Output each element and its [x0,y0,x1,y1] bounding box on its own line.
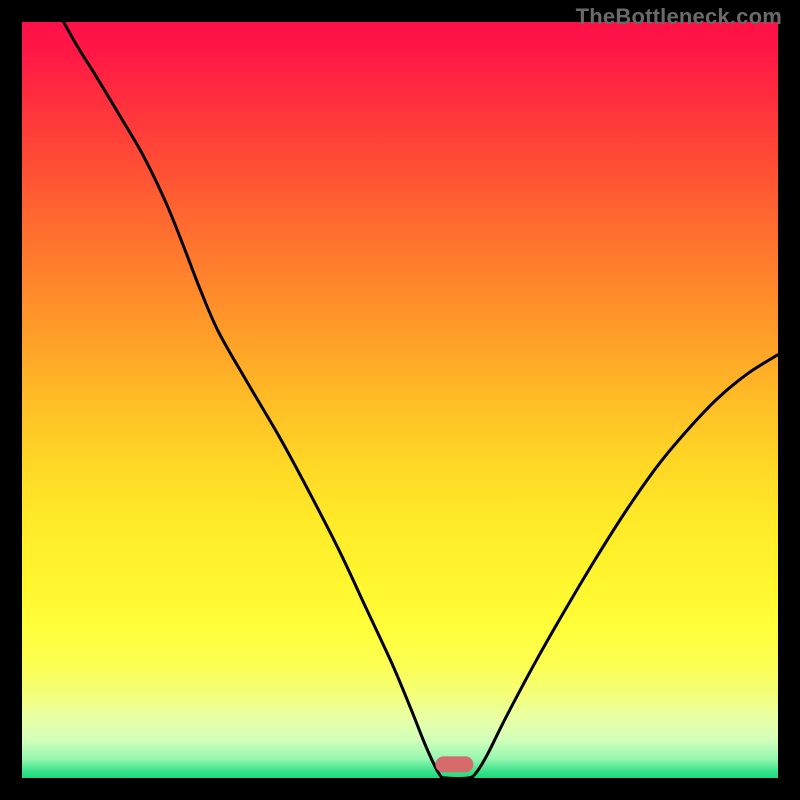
bottleneck-curve-chart [0,0,800,800]
chart-canvas: TheBottleneck.com [0,0,800,800]
optimal-marker [435,756,473,772]
gradient-background [22,22,778,778]
watermark-text: TheBottleneck.com [576,4,782,30]
